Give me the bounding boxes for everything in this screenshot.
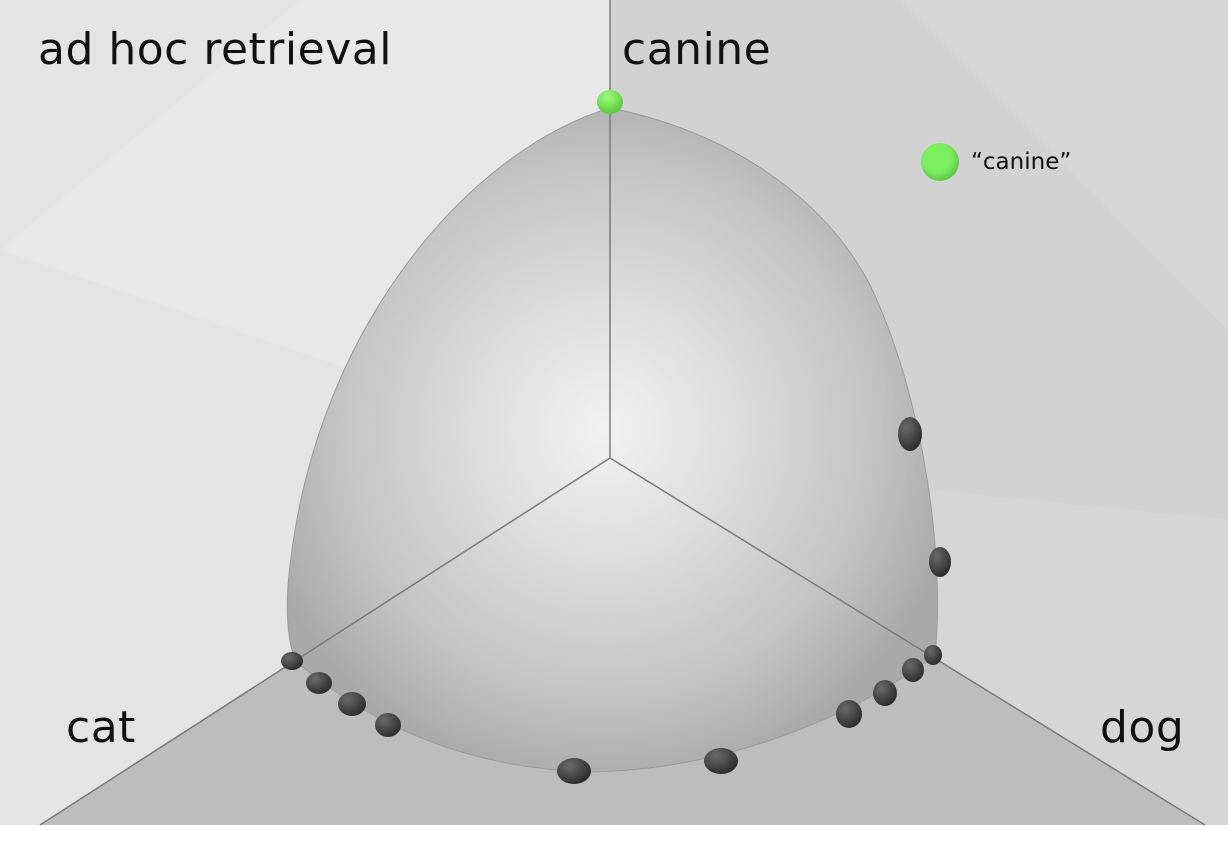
document-point [281,652,303,670]
axis-label-cat: cat [66,702,136,753]
document-point [836,700,862,728]
document-point [704,748,738,774]
query-point-canine [597,90,623,114]
axis-label-canine: canine [622,24,772,75]
document-point [375,713,401,737]
document-point [898,417,922,451]
legend: “canine” [921,143,1071,181]
diagram-title: ad hoc retrieval [38,24,392,75]
document-point [338,692,366,716]
legend-swatch [921,143,959,181]
legend-label: “canine” [971,149,1072,175]
document-point [929,547,951,577]
axis-label-dog: dog [1100,702,1185,753]
document-point [924,645,942,665]
probability-surface [286,107,938,773]
document-point [557,758,591,784]
axis-line-dog [609,457,1206,826]
document-points [281,417,951,784]
axis-lines [39,0,1206,826]
document-point [873,680,897,706]
document-point [902,658,924,682]
axis-line-cat [39,457,611,826]
document-point [306,672,332,694]
